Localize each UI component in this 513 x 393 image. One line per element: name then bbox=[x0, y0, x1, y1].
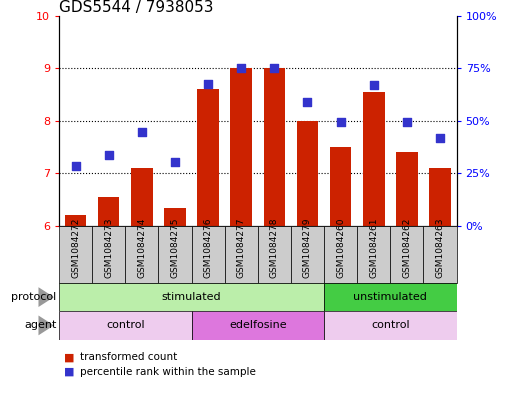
Text: control: control bbox=[371, 320, 409, 331]
Text: edelfosine: edelfosine bbox=[229, 320, 287, 331]
Text: transformed count: transformed count bbox=[80, 352, 177, 362]
Text: GSM1084261: GSM1084261 bbox=[369, 218, 378, 278]
Point bbox=[137, 129, 146, 136]
Text: unstimulated: unstimulated bbox=[353, 292, 427, 302]
Polygon shape bbox=[38, 316, 54, 335]
Bar bbox=[264, 68, 285, 226]
Bar bbox=[198, 89, 219, 226]
Bar bbox=[59, 226, 92, 283]
Point bbox=[303, 99, 311, 106]
Bar bbox=[92, 226, 125, 283]
Bar bbox=[191, 311, 324, 340]
Bar bbox=[131, 168, 152, 226]
Text: stimulated: stimulated bbox=[162, 292, 221, 302]
Bar bbox=[324, 283, 457, 311]
Text: GSM1084273: GSM1084273 bbox=[104, 218, 113, 278]
Bar bbox=[324, 311, 457, 340]
Text: GSM1084279: GSM1084279 bbox=[303, 218, 312, 278]
Text: control: control bbox=[106, 320, 145, 331]
Text: GSM1084274: GSM1084274 bbox=[137, 218, 146, 278]
Bar bbox=[390, 226, 423, 283]
Bar bbox=[191, 226, 225, 283]
Point bbox=[204, 81, 212, 87]
Bar bbox=[324, 226, 357, 283]
Bar bbox=[363, 92, 385, 226]
Bar bbox=[297, 121, 318, 226]
Bar bbox=[125, 226, 159, 283]
Text: GSM1084276: GSM1084276 bbox=[204, 218, 212, 278]
Bar bbox=[164, 208, 186, 226]
Point bbox=[270, 65, 279, 72]
Text: protocol: protocol bbox=[11, 292, 56, 302]
Point bbox=[237, 65, 245, 72]
Text: GSM1084278: GSM1084278 bbox=[270, 218, 279, 278]
Bar bbox=[59, 311, 191, 340]
Text: GSM1084272: GSM1084272 bbox=[71, 218, 80, 278]
Point bbox=[171, 159, 179, 165]
Bar bbox=[330, 147, 351, 226]
Bar bbox=[98, 197, 120, 226]
Point bbox=[436, 134, 444, 141]
Point bbox=[370, 82, 378, 88]
Bar bbox=[225, 226, 258, 283]
Text: agent: agent bbox=[24, 320, 56, 331]
Bar bbox=[423, 226, 457, 283]
Text: GSM1084277: GSM1084277 bbox=[236, 218, 246, 278]
Bar bbox=[59, 283, 324, 311]
Point bbox=[403, 119, 411, 125]
Text: GSM1084263: GSM1084263 bbox=[436, 218, 444, 278]
Point bbox=[71, 162, 80, 169]
Text: GDS5544 / 7938053: GDS5544 / 7938053 bbox=[59, 0, 213, 15]
Text: ■: ■ bbox=[64, 367, 74, 377]
Text: percentile rank within the sample: percentile rank within the sample bbox=[80, 367, 255, 377]
Bar bbox=[230, 68, 252, 226]
Bar bbox=[396, 152, 418, 226]
Text: GSM1084260: GSM1084260 bbox=[336, 218, 345, 278]
Polygon shape bbox=[38, 287, 54, 307]
Point bbox=[337, 119, 345, 125]
Bar bbox=[159, 226, 191, 283]
Bar bbox=[65, 215, 86, 226]
Point bbox=[105, 152, 113, 158]
Bar bbox=[291, 226, 324, 283]
Bar bbox=[357, 226, 390, 283]
Bar bbox=[429, 168, 451, 226]
Text: ■: ■ bbox=[64, 352, 74, 362]
Bar bbox=[258, 226, 291, 283]
Text: GSM1084262: GSM1084262 bbox=[402, 218, 411, 278]
Text: GSM1084275: GSM1084275 bbox=[170, 218, 180, 278]
